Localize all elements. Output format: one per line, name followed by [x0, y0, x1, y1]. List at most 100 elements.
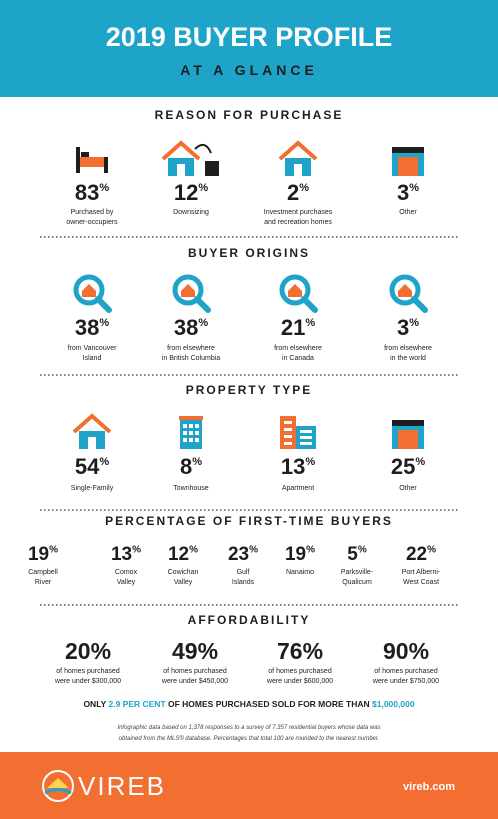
- stat-unit: %: [409, 317, 419, 329]
- stat-value: 49: [172, 638, 198, 664]
- stat-unit: %: [409, 638, 429, 664]
- icon: [73, 274, 112, 313]
- icon-part: [398, 284, 412, 297]
- stat-label: Other: [399, 209, 417, 216]
- stat-label: Cowichan: [168, 569, 199, 576]
- stat-label: Valley: [117, 579, 136, 586]
- stat-unit: %: [305, 456, 315, 468]
- stat-value: 8: [180, 454, 192, 479]
- stat-unit: %: [306, 544, 315, 555]
- stat: 54%: [75, 454, 109, 479]
- stat-unit: %: [49, 544, 58, 555]
- icon-part: [398, 430, 418, 449]
- highlight-part: ONLY: [83, 699, 108, 709]
- stat-label: Islands: [232, 579, 255, 586]
- stat-label: Comox: [115, 569, 138, 576]
- stat-unit: %: [91, 638, 111, 664]
- icon-part: [76, 157, 108, 167]
- stat-value: 54: [75, 454, 100, 479]
- icon-part: [205, 161, 219, 176]
- stat-label: Qualicum: [342, 579, 372, 586]
- stat: 90%: [383, 638, 429, 664]
- icon: [392, 420, 424, 449]
- stat-unit: %: [249, 544, 258, 555]
- stat: 13%: [111, 544, 141, 565]
- note: obtained from the MLS® database. Percent…: [119, 735, 380, 742]
- icon-part: [189, 424, 193, 428]
- icon: [161, 140, 219, 176]
- stat-unit: %: [198, 317, 208, 329]
- icon-part: [411, 296, 428, 313]
- stat-unit: %: [132, 544, 141, 555]
- title: 2019 BUYER PROFILE: [106, 22, 393, 52]
- stat-label: Purchased by: [71, 209, 114, 216]
- stat: 20%: [65, 638, 111, 664]
- stat: 8%: [180, 454, 202, 479]
- stat-value: 23: [228, 544, 249, 565]
- stat-label: from elsewhere: [167, 345, 215, 352]
- stat-label: Valley: [174, 579, 193, 586]
- stat-label: were under $750,000: [372, 678, 439, 685]
- icon-part: [194, 143, 212, 154]
- stat-label: in the world: [390, 355, 426, 362]
- icon: [179, 416, 203, 449]
- icon: [172, 274, 211, 313]
- stat-value: 2: [287, 180, 299, 205]
- icon-part: [284, 435, 292, 438]
- stat-label: Nanaimo: [286, 569, 314, 576]
- stat-label: of homes purchased: [163, 668, 227, 675]
- icon: [392, 147, 424, 176]
- stat-unit: %: [192, 456, 202, 468]
- stat-unit: %: [427, 544, 436, 555]
- stat-value: 25: [391, 454, 415, 479]
- highlight: ONLY 2.9 PER CENT OF HOMES PURCHASED SOL…: [83, 699, 414, 709]
- section-title: PERCENTAGE OF FIRST-TIME BUYERS: [105, 514, 393, 528]
- icon-part: [195, 438, 199, 442]
- stat-label: River: [35, 579, 52, 586]
- icon-part: [183, 431, 187, 435]
- stat: 25%: [391, 454, 425, 479]
- icon: [76, 147, 108, 173]
- stat-label: Parksville-: [341, 569, 374, 576]
- stat-unit: %: [358, 544, 367, 555]
- stat-value: 83: [75, 180, 99, 205]
- section-title: PROPERTY TYPE: [186, 383, 312, 397]
- stat: 19%: [28, 544, 58, 565]
- icon-part: [104, 157, 108, 173]
- stat-label: were under $300,000: [54, 678, 121, 685]
- stat-value: 38: [75, 315, 99, 340]
- note: Infographic data based on 1,378 response…: [117, 725, 380, 731]
- stat: 19%: [285, 544, 315, 565]
- stat: 12%: [174, 180, 208, 205]
- stat: 3%: [397, 315, 419, 340]
- icon-part: [179, 416, 203, 420]
- stat-label: were under $450,000: [161, 678, 228, 685]
- stat-label: Townhouse: [173, 485, 209, 492]
- stat-value: 12: [168, 544, 189, 565]
- icon-part: [300, 442, 312, 445]
- highlight-part: OF HOMES PURCHASED SOLD FOR MORE THAN: [166, 699, 372, 709]
- icon-part: [95, 296, 112, 313]
- icon-part: [392, 420, 424, 426]
- subtitle: AT A GLANCE: [180, 62, 318, 78]
- icon-part: [183, 438, 187, 442]
- stat-label: Port Alberni-: [402, 569, 441, 576]
- stat-value: 90: [383, 638, 409, 664]
- stat-value: 3: [397, 315, 409, 340]
- icon: [278, 140, 318, 176]
- highlight-part: 2.9 PER CENT: [108, 699, 166, 709]
- stat: 2%: [287, 180, 309, 205]
- section-title: BUYER ORIGINS: [188, 246, 310, 260]
- stat-label: Single-Family: [71, 485, 114, 492]
- stat: 23%: [228, 544, 258, 565]
- icon-part: [189, 431, 193, 435]
- stat: 83%: [75, 180, 109, 205]
- stat-value: 76: [277, 638, 303, 664]
- icon-part: [161, 140, 201, 161]
- stat-value: 13: [281, 454, 305, 479]
- icon-part: [280, 416, 296, 449]
- stat-label: of homes purchased: [268, 668, 332, 675]
- stat-unit: %: [189, 544, 198, 555]
- icon-part: [76, 147, 80, 173]
